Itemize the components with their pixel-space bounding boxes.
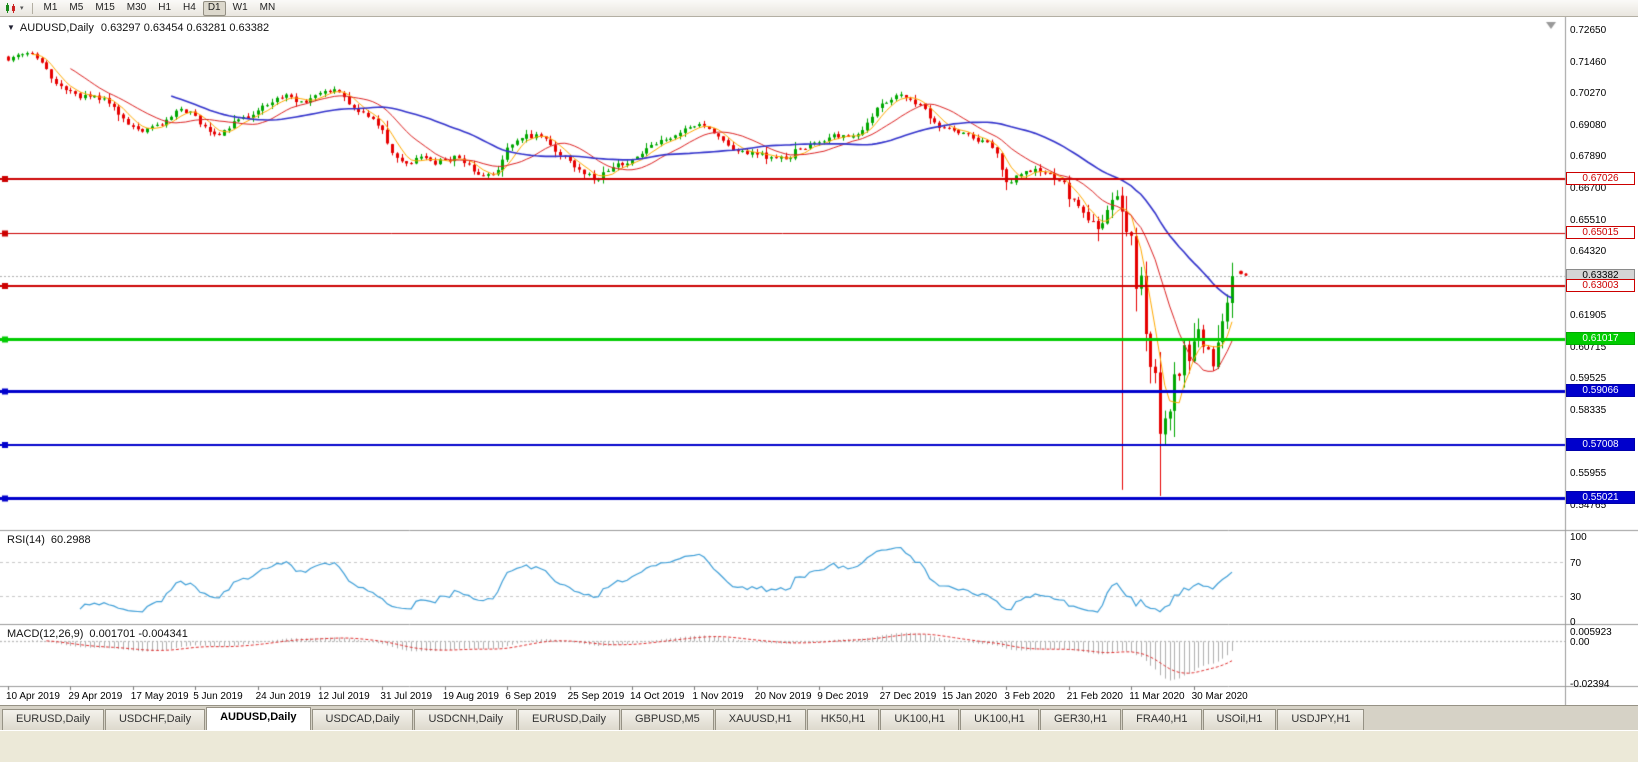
chart-tab-usdcad-daily[interactable]: USDCAD,Daily [311, 709, 414, 730]
chart-symbol-label: AUDUSD,Daily [19, 22, 94, 34]
timeframe-buttons: M1 M5 M15 M30 H1 H4 D1 W1 MN [38, 0, 282, 16]
chart-area: ▼ AUDUSD,Daily 0.63297 0.63454 0.63281 0.6… [0, 17, 1638, 705]
chart-tab-eurusd-daily[interactable]: EURUSD,Daily [518, 709, 620, 730]
macd-values: 0.001701 -0.004341 [89, 628, 188, 640]
timeframe-button-m1[interactable]: M1 [39, 1, 63, 16]
rsi-name: RSI(14) [7, 534, 45, 546]
timeframe-button-mn[interactable]: MN [255, 1, 281, 16]
chart-tab-uk100-h1[interactable]: UK100,H1 [880, 709, 960, 730]
toolbar-separator [31, 2, 33, 14]
timeframe-button-m30[interactable]: M30 [122, 1, 151, 16]
chart-tab-usoil-h1[interactable]: USOil,H1 [1202, 709, 1277, 730]
chart-tab-bar: EURUSD,Daily USDCHF,Daily AUDUSD,Daily USDC… [0, 705, 1638, 730]
chart-ohlc-header: ▼ AUDUSD,Daily 0.63297 0.63454 0.63281 0.6… [7, 22, 269, 34]
candlestick-chart-icon[interactable] [5, 2, 18, 14]
timeframe-button-h4[interactable]: H4 [178, 1, 201, 16]
chart-tab-fra40-h1[interactable]: FRA40,H1 [1122, 709, 1202, 730]
chart-tab-uk100-h1[interactable]: UK100,H1 [960, 709, 1039, 730]
timeframe-button-w1[interactable]: W1 [228, 1, 253, 16]
chart-tab-xauusd-h1[interactable]: XAUUSD,H1 [714, 709, 806, 730]
timeframe-button-d1[interactable]: D1 [202, 0, 226, 16]
status-bar [0, 730, 1638, 762]
timeframe-button-m5[interactable]: M5 [64, 1, 88, 16]
chart-ohlc-values: 0.63297 0.63454 0.63281 0.63382 [100, 22, 270, 34]
chart-tab-usdcnh-daily[interactable]: USDCNH,Daily [414, 709, 518, 730]
chart-tab-usdchf-daily[interactable]: USDCHF,Daily [104, 709, 206, 730]
rsi-value: 60.2988 [50, 534, 91, 546]
chart-tab-ger30-h1[interactable]: GER30,H1 [1039, 709, 1122, 730]
chart-tab-eurusd-daily[interactable]: EURUSD,Daily [2, 709, 104, 730]
chart-tab-hk50-h1[interactable]: HK50,H1 [806, 709, 880, 730]
chevron-down-icon[interactable]: ▾ [20, 5, 24, 12]
chart-tab-audusd-daily[interactable]: AUDUSD,Daily [206, 707, 311, 730]
toolbar: ▾ M1 M5 M15 M30 H1 H4 D1 W1 MN [0, 0, 1638, 17]
macd-name: MACD(12,26,9) [7, 628, 84, 640]
macd-indicator-label: MACD(12,26,9) 0.001701 -0.004341 [7, 628, 188, 640]
timeframe-button-m15[interactable]: M15 [90, 1, 119, 16]
timeframe-button-h1[interactable]: H1 [153, 1, 176, 16]
chart-canvas[interactable] [0, 17, 1638, 705]
chart-tab-gbpusd-m5[interactable]: GBPUSD,M5 [621, 709, 714, 730]
rsi-indicator-label: RSI(14) 60.2988 [7, 534, 91, 546]
chart-tab-usdjpy-h1[interactable]: USDJPY,H1 [1277, 709, 1365, 730]
chart-collapse-icon[interactable]: ▼ [7, 23, 15, 32]
